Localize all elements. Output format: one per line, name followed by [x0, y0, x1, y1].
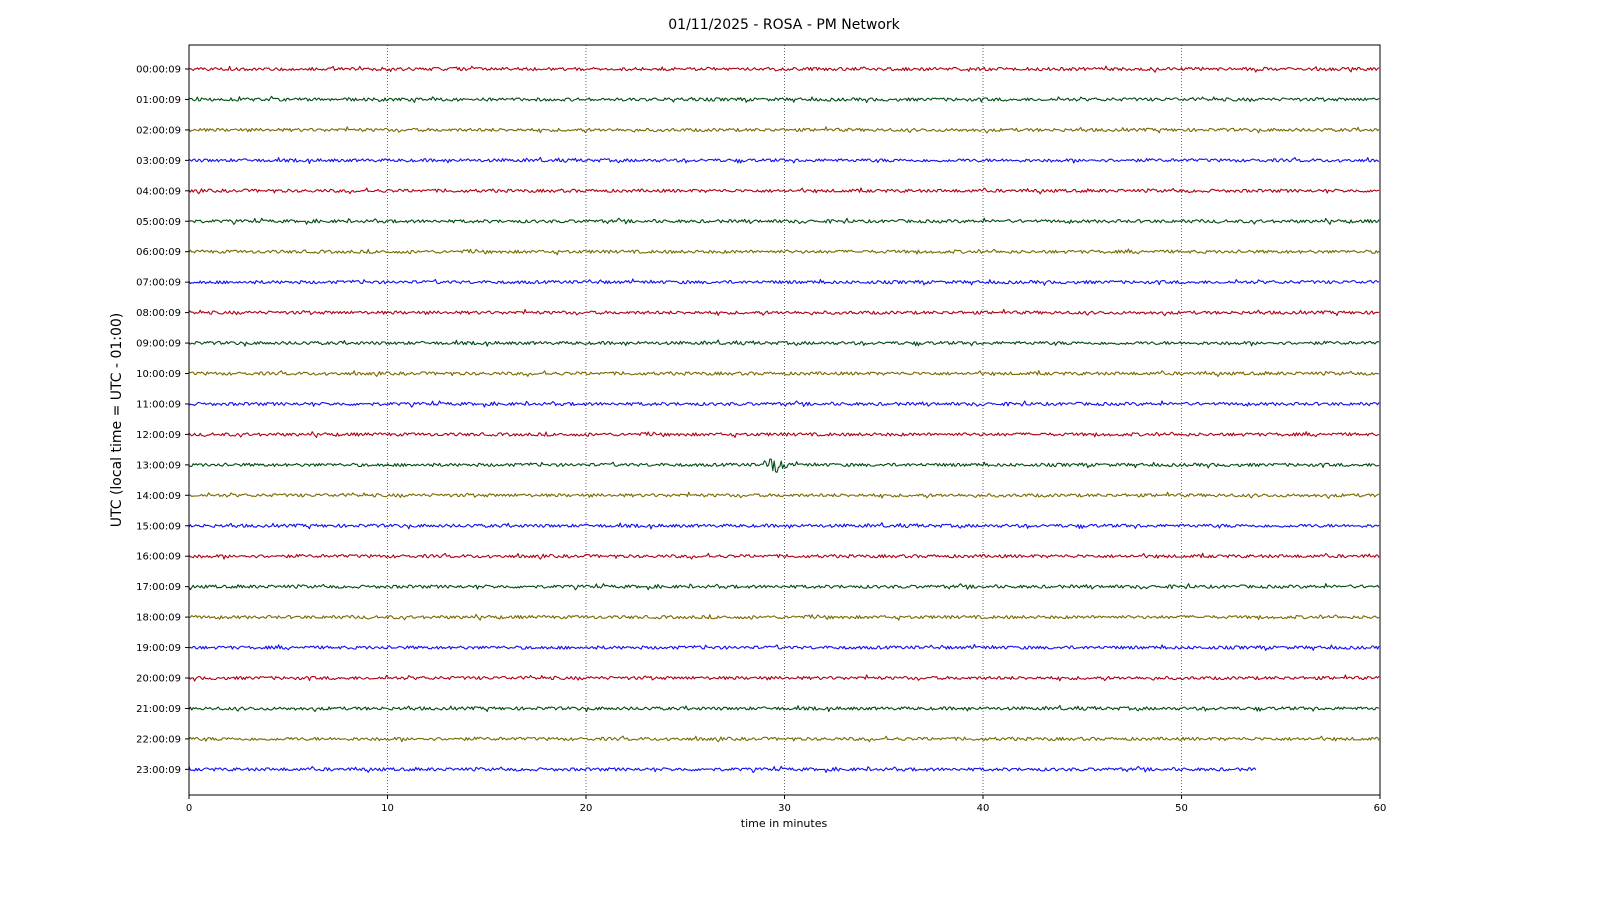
y-tick-label: 14:00:09	[136, 491, 181, 502]
y-tick-label: 23:00:09	[136, 765, 181, 776]
y-tick-label: 12:00:09	[136, 430, 181, 441]
y-tick-label: 19:00:09	[136, 643, 181, 654]
trace-line	[188, 674, 1380, 682]
trace-line	[188, 458, 1380, 473]
y-tick-label: 18:00:09	[136, 613, 181, 624]
y-tick-label: 07:00:09	[136, 278, 181, 289]
y-tick-labels: 00:00:09 01:00:09 02:00:09 03:00:09 04:00:09…	[136, 65, 189, 776]
y-tick-label: 20:00:09	[136, 674, 181, 685]
x-tick-label-20: 20	[580, 803, 593, 814]
trace-line	[188, 156, 1380, 165]
vertical-gridlines	[387, 45, 1182, 795]
y-tick-label: 04:00:09	[136, 186, 181, 197]
trace-line	[188, 613, 1380, 621]
trace-line	[188, 187, 1380, 195]
chart-title: 01/11/2025 - ROSA - PM Network	[668, 17, 900, 33]
x-tick-label-50: 50	[1175, 803, 1188, 814]
x-tick-label-10: 10	[381, 803, 394, 814]
y-tick-label: 22:00:09	[136, 734, 181, 745]
y-tick-label: 08:00:09	[136, 308, 181, 319]
trace-line	[188, 400, 1380, 408]
trace-group	[188, 65, 1380, 774]
trace-line	[188, 491, 1380, 499]
x-axis-label: time in minutes	[741, 817, 828, 830]
trace-line	[188, 735, 1380, 743]
x-tick-label-60: 60	[1374, 803, 1387, 814]
y-axis-label: UTC (local time = UTC - 01:00)	[109, 313, 125, 528]
trace-line	[188, 217, 1380, 225]
trace-line	[188, 643, 1380, 651]
trace-line	[188, 583, 1380, 591]
trace-line	[188, 278, 1380, 286]
trace-line	[188, 308, 1380, 317]
y-tick-label: 15:00:09	[136, 521, 181, 532]
y-tick-label: 01:00:09	[136, 95, 181, 106]
trace-line	[188, 431, 1380, 439]
y-tick-label: 09:00:09	[136, 339, 181, 350]
y-tick-label: 00:00:09	[136, 65, 181, 76]
y-tick-label: 16:00:09	[136, 552, 181, 563]
x-tick-labels: 0 10 20 30 40 50 60	[186, 795, 1387, 814]
trace-line	[188, 552, 1380, 560]
trace-line	[188, 248, 1380, 256]
trace-line	[188, 370, 1380, 378]
trace-line	[188, 765, 1257, 774]
trace-line	[188, 65, 1380, 73]
y-tick-label: 10:00:09	[136, 369, 181, 380]
trace-line	[188, 522, 1380, 530]
trace-line	[188, 704, 1380, 713]
y-tick-label: 17:00:09	[136, 582, 181, 593]
x-tick-label-40: 40	[977, 803, 990, 814]
trace-line	[188, 339, 1380, 347]
y-tick-label: 02:00:09	[136, 125, 181, 136]
trace-line	[188, 95, 1380, 104]
y-tick-label: 06:00:09	[136, 247, 181, 258]
x-tick-label-0: 0	[186, 803, 192, 814]
y-tick-label: 05:00:09	[136, 217, 181, 228]
y-tick-label: 13:00:09	[136, 460, 181, 471]
trace-line	[188, 126, 1380, 134]
y-tick-label: 11:00:09	[136, 399, 181, 410]
x-tick-label-30: 30	[778, 803, 791, 814]
y-tick-label: 03:00:09	[136, 156, 181, 167]
y-tick-label: 21:00:09	[136, 704, 181, 715]
